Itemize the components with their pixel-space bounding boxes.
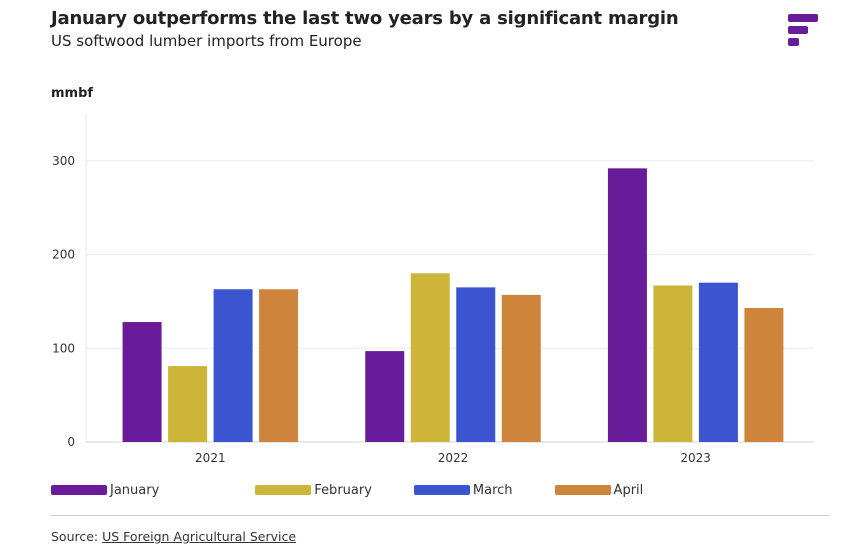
x-tick-label: 2023: [680, 451, 711, 465]
legend-label: February: [314, 482, 372, 498]
legend-label: March: [472, 482, 513, 498]
bar-february-2023[interactable]: [653, 285, 693, 442]
source-prefix: Source:: [51, 529, 103, 544]
bars: [122, 168, 784, 442]
legend-label: April: [613, 482, 644, 498]
y-tick-label: 300: [52, 154, 75, 168]
legend-label: January: [110, 482, 160, 498]
chart-subtitle: US softwood lumber imports from Europe: [51, 32, 362, 50]
chart-title: January outperforms the last two years b…: [51, 8, 679, 29]
source-note: Source: US Foreign Agricultural Service: [51, 529, 296, 544]
bar-january-2023[interactable]: [607, 168, 647, 442]
legend-item-january[interactable]: January: [51, 483, 159, 498]
footer-divider: [51, 515, 829, 516]
legend: January February March April: [51, 481, 643, 499]
y-tick-label: 100: [52, 341, 75, 355]
source-link[interactable]: US Foreign Agricultural Service: [102, 529, 297, 544]
legend-swatch: [413, 485, 470, 495]
x-tick-label: 2021: [195, 451, 226, 465]
axis-labels: 0 100 200 300 mmbf 2021 2022 2023: [51, 86, 711, 465]
bar-january-2021[interactable]: [122, 322, 162, 442]
x-tick-label: 2022: [438, 451, 469, 465]
y-axis-title: mmbf: [51, 86, 93, 101]
legend-item-march[interactable]: March: [413, 482, 513, 498]
bar-january-2022[interactable]: [365, 351, 405, 442]
y-tick-label: 0: [67, 435, 75, 449]
bar-april-2021[interactable]: [259, 289, 299, 442]
legend-swatch: [51, 485, 107, 495]
bar-april-2023[interactable]: [744, 307, 784, 442]
bar-april-2022[interactable]: [501, 294, 541, 442]
bar-february-2022[interactable]: [410, 273, 450, 442]
legend-item-april[interactable]: April: [554, 482, 644, 498]
bar-march-2022[interactable]: [456, 287, 496, 442]
grid-lines: [85, 114, 814, 443]
bar-march-2023[interactable]: [698, 282, 738, 442]
legend-item-february[interactable]: February: [255, 483, 372, 498]
bar-chart: 0 100 200 300 mmbf 2021 2022 2023: [51, 86, 814, 465]
legend-swatch: [554, 485, 611, 495]
bar-march-2021[interactable]: [213, 289, 253, 442]
legend-swatch: [255, 485, 312, 495]
bar-february-2021[interactable]: [168, 366, 208, 442]
y-tick-label: 200: [52, 248, 75, 262]
brand-logo-icon: [788, 14, 818, 46]
